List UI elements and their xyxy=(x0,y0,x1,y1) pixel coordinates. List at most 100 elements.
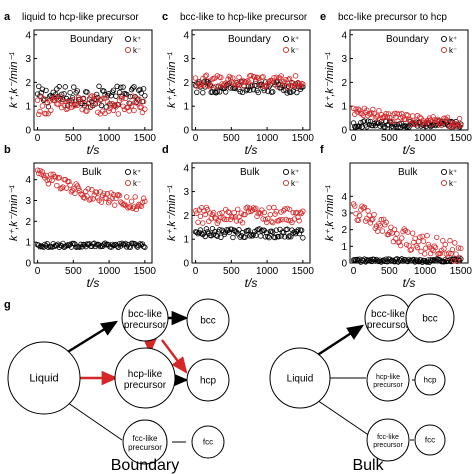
x-tick-label: 0 xyxy=(351,266,357,277)
x-tick-label: 500 xyxy=(223,133,240,144)
data-point-k-plus xyxy=(68,98,75,104)
data-point-k-minus xyxy=(139,109,146,116)
data-point-k-minus xyxy=(233,218,240,224)
data-point-k-plus xyxy=(376,258,382,265)
data-point-k-plus xyxy=(272,234,278,241)
data-point-k-minus xyxy=(378,216,384,223)
panel-header: bcc-like precursor to hcp xyxy=(338,12,447,23)
bulk-hcp-precursor-node xyxy=(366,358,410,402)
data-point-k-minus xyxy=(458,245,464,252)
data-point-k-minus xyxy=(218,74,224,81)
data-point-k-minus xyxy=(273,74,280,80)
y-tick-label: 3 xyxy=(183,187,189,198)
data-point-k-minus xyxy=(63,106,70,113)
data-point-k-plus xyxy=(214,88,220,95)
legend-label-k-minus: k⁻ xyxy=(291,179,299,188)
y-tick-label: 3 xyxy=(341,54,347,65)
x-tick-label: 1000 xyxy=(98,133,121,144)
panel-letter: c xyxy=(162,11,168,23)
data-point-k-minus xyxy=(249,82,255,88)
legend-label-k-plus: k⁺ xyxy=(133,168,141,177)
data-point-k-minus xyxy=(379,228,386,234)
data-point-k-plus xyxy=(142,244,148,250)
data-point-k-minus xyxy=(286,75,293,82)
data-point-k-plus xyxy=(284,90,290,96)
data-point-k-minus xyxy=(362,218,369,224)
x-tick-label: 1000 xyxy=(98,266,121,277)
data-point-k-minus xyxy=(121,201,128,207)
data-point-k-plus xyxy=(361,256,368,262)
data-point-k-minus xyxy=(221,216,228,223)
y-tick-label: 4 xyxy=(183,30,189,41)
data-point-k-plus xyxy=(84,89,90,95)
data-point-k-plus xyxy=(39,86,46,92)
data-point-k-minus xyxy=(92,97,99,103)
data-point-k-minus xyxy=(245,209,252,215)
x-tick-label: 1500 xyxy=(450,266,473,277)
data-point-k-minus xyxy=(412,121,418,127)
y-tick-label: 2 xyxy=(183,211,189,222)
data-point-k-plus xyxy=(120,84,126,90)
panel-header: bcc-like to hcp-like precursor xyxy=(180,12,308,23)
legend-label-k-plus: k⁺ xyxy=(449,168,457,177)
data-point-k-plus xyxy=(273,227,280,233)
data-point-k-minus xyxy=(403,111,410,118)
data-point-k-plus xyxy=(213,90,219,96)
y-tick-label: 2 xyxy=(25,78,31,89)
data-point-k-plus xyxy=(63,242,70,249)
bulk-hcp-precursor-label: precursor xyxy=(373,382,403,389)
legend-label-k-plus: k⁺ xyxy=(449,35,457,44)
data-point-k-plus xyxy=(429,257,435,264)
plot-frame xyxy=(33,162,153,264)
data-point-k-minus xyxy=(261,209,267,216)
data-point-k-minus xyxy=(387,229,393,236)
data-point-k-minus xyxy=(112,202,118,208)
data-point-k-minus xyxy=(195,79,201,85)
y-tick-label: 1 xyxy=(341,242,347,253)
data-point-k-plus xyxy=(212,228,218,235)
x-tick-label: 0 xyxy=(35,133,41,144)
boundary-liquid-node xyxy=(7,341,81,415)
panel-letter: a xyxy=(4,11,11,23)
boundary-bcc-label: bcc xyxy=(200,315,216,326)
data-point-k-minus xyxy=(114,101,120,108)
data-point-k-minus xyxy=(85,186,91,192)
data-point-k-minus xyxy=(60,184,66,190)
data-point-k-minus xyxy=(43,172,49,179)
data-point-k-minus xyxy=(277,217,283,223)
data-point-k-minus xyxy=(131,107,137,114)
data-point-k-plus xyxy=(194,89,200,96)
data-point-k-minus xyxy=(200,220,206,226)
data-point-k-plus xyxy=(130,85,136,91)
bulk-bcc-label: bcc xyxy=(422,313,438,324)
y-tick-label: 4 xyxy=(183,163,189,174)
legend-marker-k-minus xyxy=(282,179,290,187)
data-point-k-minus xyxy=(417,234,423,240)
data-point-k-minus xyxy=(87,196,94,202)
data-point-k-plus xyxy=(285,83,292,89)
panel-letter: d xyxy=(162,144,169,156)
data-point-k-minus xyxy=(266,78,272,85)
data-point-k-minus xyxy=(290,209,296,216)
bulk-fcc-precursor-label: precursor xyxy=(373,442,403,449)
data-point-k-plus xyxy=(290,230,296,236)
data-point-k-minus xyxy=(284,84,290,90)
data-point-k-minus xyxy=(207,84,213,90)
legend-label-k-plus: k⁺ xyxy=(291,35,299,44)
data-point-k-minus xyxy=(120,103,126,109)
data-point-k-minus xyxy=(101,190,107,196)
data-point-k-plus xyxy=(209,225,216,232)
data-point-k-plus xyxy=(127,244,134,250)
boundary-fcc-label: fcc xyxy=(203,438,213,447)
data-point-k-minus xyxy=(458,122,464,129)
data-point-k-minus xyxy=(456,254,463,261)
boundary-hcp-precursor-node xyxy=(114,347,176,409)
data-point-k-minus xyxy=(37,108,43,115)
data-point-k-minus xyxy=(397,242,404,249)
data-point-k-plus xyxy=(202,233,208,240)
panel-title: Bulk xyxy=(398,167,418,178)
panel-header: liquid to hcp-like precursor xyxy=(22,12,139,23)
boundary-fcc-precursor-node xyxy=(122,419,168,465)
data-point-k-plus xyxy=(45,244,52,251)
